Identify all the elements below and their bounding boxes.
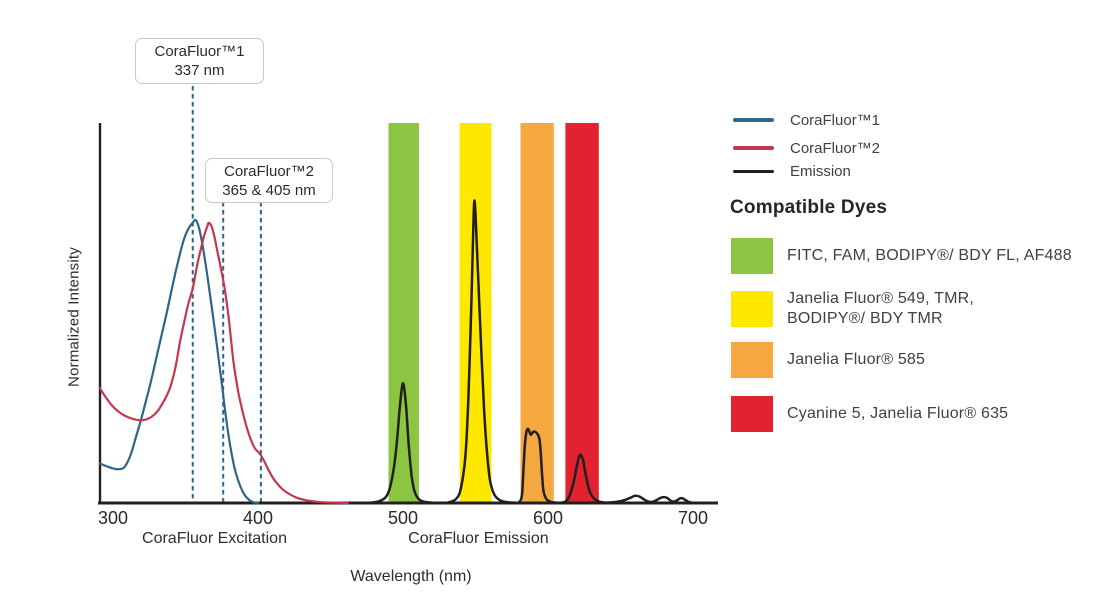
legend-line-corafluor1 — [733, 118, 774, 122]
spectrum-curve-emission — [355, 199, 696, 505]
spectrum-curve-corafluor2-excitation — [98, 221, 349, 505]
annotation-box-corafluor2: CoraFluor™2 365 & 405 nm — [205, 158, 333, 203]
legend-item-corafluor1: CoraFluor™1 — [733, 111, 880, 129]
compatible-dyes-heading: Compatible Dyes — [730, 197, 888, 218]
legend-label-corafluor1: CoraFluor™1 — [790, 111, 881, 129]
dye-row-red: Cyanine 5, Janelia Fluor® 635 — [731, 396, 1008, 432]
band-fitc-fam-bdyfl-af488 — [388, 123, 419, 503]
legend-label-emission: Emission — [790, 162, 851, 180]
legend-item-emission: Emission — [733, 162, 851, 180]
legend-label-corafluor2: CoraFluor™2 — [790, 139, 881, 157]
x-tick-label-400: 400 — [242, 508, 274, 528]
annotation-box-corafluor2-title: CoraFluor™2 — [223, 162, 315, 180]
dye-swatch-red — [731, 396, 773, 432]
dye-label-orange: Janelia Fluor® 585 — [787, 351, 926, 368]
annotation-box-corafluor1-wavelength: 337 nm — [174, 62, 225, 79]
axis-section-label-excitation: CoraFluor Excitation — [142, 530, 287, 547]
band-cy5-jf635 — [565, 123, 599, 503]
axis-section-label-emission: CoraFluor Emission — [408, 530, 549, 547]
dye-row-yellow: Janelia Fluor® 549, TMR, BODIPY®/ BDY TM… — [731, 289, 974, 329]
dye-swatch-yellow — [731, 291, 773, 327]
dye-label-green: FITC, FAM, BODIPY®/ BDY FL, AF488 — [787, 247, 1072, 264]
dye-label-red: Cyanine 5, Janelia Fluor® 635 — [787, 405, 1009, 422]
annotation-box-corafluor2-wavelength: 365 & 405 nm — [222, 181, 316, 199]
dye-row-orange: Janelia Fluor® 585 — [731, 342, 925, 378]
legend-line-emission — [733, 169, 774, 173]
x-tick-label-500: 500 — [387, 508, 419, 528]
x-tick-label-700: 700 — [677, 508, 709, 528]
annotation-box-corafluor1-title: CoraFluor™1 — [154, 43, 245, 60]
y-axis-label: Normalized Intensity — [65, 247, 83, 387]
dye-row-green: FITC, FAM, BODIPY®/ BDY FL, AF488 — [731, 238, 1072, 274]
annotation-box-corafluor1: CoraFluor™1 337 nm — [135, 38, 264, 84]
spectrum-curve-corafluor1-excitation — [98, 218, 260, 505]
x-tick-label-600: 600 — [532, 508, 564, 528]
dye-label-yellow: Janelia Fluor® 549, TMR, BODIPY®/ BDY TM… — [787, 290, 975, 327]
dye-swatch-green — [731, 238, 773, 274]
legend-line-corafluor2 — [733, 146, 774, 150]
dye-swatch-orange — [731, 342, 773, 378]
x-tick-label-300: 300 — [97, 508, 129, 528]
legend-item-corafluor2: CoraFluor™2 — [733, 139, 880, 157]
x-axis-label: Wavelength (nm) — [350, 568, 472, 585]
